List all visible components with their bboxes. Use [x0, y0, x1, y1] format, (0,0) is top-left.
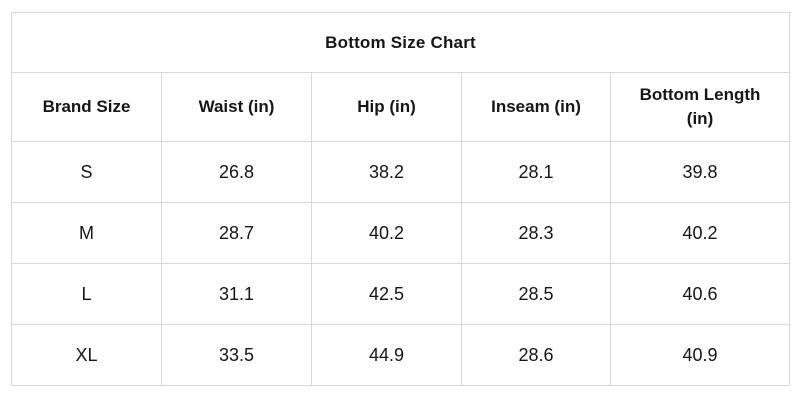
- column-header-label: Waist (in): [198, 97, 275, 117]
- column-header-label: Hip (in): [357, 97, 416, 117]
- column-header: Hip (in): [311, 72, 462, 142]
- table-cell: 42.5: [311, 263, 462, 325]
- column-header: Bottom Length (in): [609, 72, 791, 142]
- title-row: Bottom Size Chart: [10, 12, 791, 73]
- size-chart-table: Bottom Size Chart Brand Size Waist (in) Hi…: [10, 12, 791, 386]
- table-body: S 26.8 38.2 28.1 39.8 M 28.7 40.2 28.3 40.2 L 31.1 4…: [11, 141, 791, 386]
- table-cell: 39.8: [609, 141, 791, 203]
- table-cell: 28.1: [461, 141, 611, 203]
- table-cell: 44.9: [311, 324, 462, 386]
- table-title: Bottom Size Chart: [10, 12, 791, 73]
- table-cell: 40.9: [609, 324, 791, 386]
- column-header: Waist (in): [161, 72, 312, 142]
- column-header-label: Brand Size: [42, 97, 131, 117]
- column-header: Brand Size: [11, 72, 162, 142]
- table-cell: 40.2: [609, 202, 791, 264]
- column-header-label: Inseam (in): [491, 97, 581, 117]
- table-row: L 31.1 42.5 28.5 40.6: [11, 263, 791, 325]
- header-row: Brand Size Waist (in) Hip (in) Inseam (in) B…: [11, 72, 791, 142]
- brand-size-cell: XL: [11, 324, 162, 386]
- table-cell: 38.2: [311, 141, 462, 203]
- table-cell: 28.7: [161, 202, 312, 264]
- table-cell: 31.1: [161, 263, 312, 325]
- table-row: M 28.7 40.2 28.3 40.2: [11, 202, 791, 264]
- table-cell: 28.3: [461, 202, 611, 264]
- bottom-size-chart: Bottom Size Chart Brand Size Waist (in) Hi…: [10, 12, 791, 386]
- table-cell: 26.8: [161, 141, 312, 203]
- brand-size-cell: M: [11, 202, 162, 264]
- table-row: S 26.8 38.2 28.1 39.8: [11, 141, 791, 203]
- table-cell: 40.2: [311, 202, 462, 264]
- brand-size-cell: S: [11, 141, 162, 203]
- table-cell: 28.6: [461, 324, 611, 386]
- table-cell: 28.5: [461, 263, 611, 325]
- table-row: XL 33.5 44.9 28.6 40.9: [11, 324, 791, 386]
- brand-size-cell: L: [11, 263, 162, 325]
- table-cell: 33.5: [161, 324, 312, 386]
- column-header: Inseam (in): [461, 72, 611, 142]
- table-cell: 40.6: [609, 263, 791, 325]
- column-header-label: Bottom Length (in): [639, 85, 761, 128]
